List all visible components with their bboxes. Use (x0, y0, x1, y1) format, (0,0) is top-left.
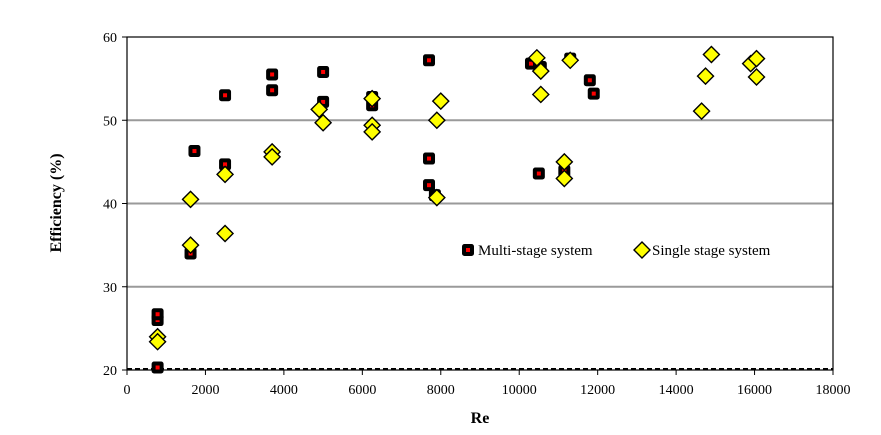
x-tick-label: 14000 (659, 383, 694, 398)
multi-stage-point-center (587, 78, 592, 83)
single-stage-point (310, 100, 329, 119)
x-tick-label: 6000 (348, 383, 376, 398)
single-stage-point (633, 241, 651, 259)
legend-item-multi-stage: Multi-stage system (462, 243, 593, 259)
single-stage-point (531, 62, 550, 81)
multi-stage-point-center (223, 162, 228, 167)
single-stage-point (702, 45, 721, 64)
y-axis-title: Efficiency (%) (48, 153, 65, 252)
legend-item-single-stage: Single stage system (633, 241, 771, 259)
multi-stage-point-center (270, 72, 275, 77)
x-tick-label: 4000 (270, 383, 298, 398)
single-stage-point (427, 188, 446, 207)
single-stage-point (692, 102, 711, 121)
x-tick-label: 18000 (816, 383, 851, 398)
y-tick-label: 40 (103, 198, 117, 213)
multi-stage-point-center (427, 58, 432, 63)
single-stage-point (181, 236, 200, 255)
single-stage-point (696, 67, 715, 86)
multi-stage-point-center (192, 149, 197, 154)
single-stage-point (747, 49, 766, 68)
data-points (148, 45, 766, 374)
multi-stage-point-center (536, 171, 541, 176)
multi-stage-point-center (466, 248, 470, 252)
y-tick-label: 20 (103, 364, 117, 379)
x-tick-label: 12000 (580, 383, 615, 398)
single-stage-point (427, 111, 446, 130)
multi-stage-point-center (321, 99, 326, 104)
single-stage-point (531, 85, 550, 104)
axis-ticks: 20 30 40 50 60 0 2000 4000 6000 8000 10000 12000 140… (103, 31, 851, 398)
x-tick-label: 2000 (191, 383, 219, 398)
single-stage-point (363, 122, 382, 141)
legend-label-single-stage: Single stage system (652, 243, 771, 259)
single-stage-point (555, 169, 574, 188)
single-stage-point (314, 113, 333, 132)
y-tick-label: 50 (103, 114, 117, 129)
multi-stage-point-center (155, 365, 160, 370)
y-tick-label: 60 (103, 31, 117, 46)
chart-legend: Multi-stage system Single stage system (462, 241, 771, 259)
multi-stage-point-center (528, 61, 533, 66)
x-tick-label: 8000 (427, 383, 455, 398)
multi-stage-point-center (591, 91, 596, 96)
single-stage-point (747, 67, 766, 86)
single-stage-point (181, 190, 200, 209)
single-stage-point (148, 332, 167, 351)
multi-stage-point-center (321, 69, 326, 74)
single-stage-point (216, 224, 235, 243)
multi-stage-point-center (223, 93, 228, 98)
x-tick-label: 0 (124, 383, 131, 398)
single-stage-point (363, 89, 382, 108)
x-axis-title: Re (471, 410, 490, 427)
multi-stage-point-center (427, 156, 432, 161)
multi-stage-point-center (155, 312, 160, 317)
grid-lines (127, 119, 833, 370)
x-tick-label: 10000 (502, 383, 537, 398)
multi-stage-point-center (427, 183, 432, 188)
single-stage-point (431, 92, 450, 111)
single-stage-point (216, 165, 235, 184)
y-tick-label: 30 (103, 281, 117, 296)
single-stage-point (561, 51, 580, 70)
legend-label-multi-stage: Multi-stage system (478, 243, 593, 259)
single-stage-point (263, 147, 282, 166)
x-tick-label: 16000 (737, 383, 772, 398)
multi-stage-point-center (270, 88, 275, 93)
single-stage-point (527, 48, 546, 67)
